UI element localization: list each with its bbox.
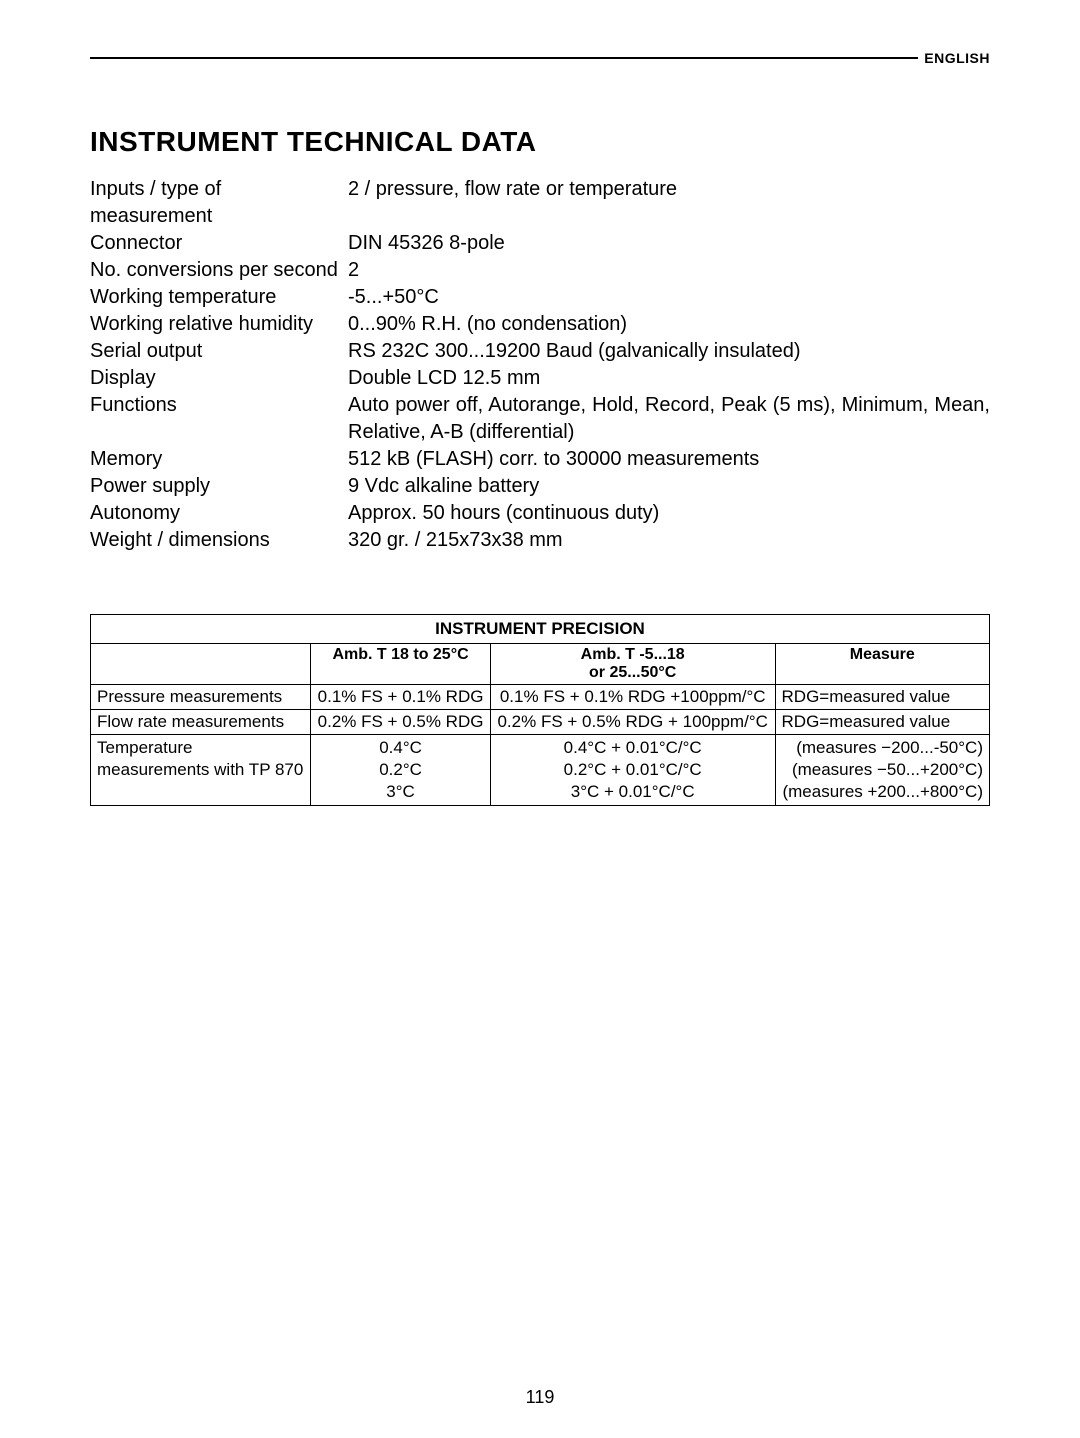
spec-value: 9 Vdc alkaline battery bbox=[348, 473, 990, 500]
table-cell: Temperature measurements with TP 870 bbox=[91, 735, 311, 806]
spec-row: Weight / dimensions 320 gr. / 215x73x38 … bbox=[90, 527, 990, 554]
spec-label: Power supply bbox=[90, 473, 348, 500]
cell-line: (measures −50...+200°C) bbox=[792, 760, 983, 779]
table-cell: 0.1% FS + 0.1% RDG bbox=[311, 685, 491, 710]
spec-label: Memory bbox=[90, 446, 348, 473]
spec-label: Serial output bbox=[90, 338, 348, 365]
spec-row: No. conversions per second 2 bbox=[90, 257, 990, 284]
table-title: INSTRUMENT PRECISION bbox=[91, 615, 990, 644]
cell-line: 3°C + 0.01°C/°C bbox=[571, 782, 695, 801]
spec-value: 2 bbox=[348, 257, 990, 284]
page-title: INSTRUMENT TECHNICAL DATA bbox=[90, 126, 990, 158]
cell-line: (measures −200...-50°C) bbox=[796, 738, 983, 757]
spec-row: Display Double LCD 12.5 mm bbox=[90, 365, 990, 392]
header-language: ENGLISH bbox=[924, 50, 990, 66]
spec-row: Working temperature -5...+50°C bbox=[90, 284, 990, 311]
cell-line: 3°C bbox=[386, 782, 415, 801]
precision-table: INSTRUMENT PRECISION Amb. T 18 to 25°C A… bbox=[90, 614, 990, 806]
cell-line: (measures +200...+800°C) bbox=[782, 782, 983, 801]
spec-value: 0...90% R.H. (no condensation) bbox=[348, 311, 990, 338]
table-row: Pressure measurements 0.1% FS + 0.1% RDG… bbox=[91, 685, 990, 710]
table-header: Amb. T -5...18 or 25...50°C bbox=[490, 644, 775, 685]
table-cell: 0.1% FS + 0.1% RDG +100ppm/°C bbox=[490, 685, 775, 710]
spec-row: Serial output RS 232C 300...19200 Baud (… bbox=[90, 338, 990, 365]
spec-label: Working relative humidity bbox=[90, 311, 348, 338]
table-cell: Pressure measurements bbox=[91, 685, 311, 710]
spec-row: Memory 512 kB (FLASH) corr. to 30000 mea… bbox=[90, 446, 990, 473]
table-row: Flow rate measurements 0.2% FS + 0.5% RD… bbox=[91, 710, 990, 735]
spec-label: Autonomy bbox=[90, 500, 348, 527]
spec-label: No. conversions per second bbox=[90, 257, 348, 284]
spec-list: Inputs / type of measurement 2 / pressur… bbox=[90, 176, 990, 554]
page-number: 119 bbox=[0, 1387, 1080, 1408]
spec-label: Functions bbox=[90, 392, 348, 446]
table-cell: (measures −200...-50°C) (measures −50...… bbox=[775, 735, 989, 806]
table-cell: 0.2% FS + 0.5% RDG bbox=[311, 710, 491, 735]
spec-row: Functions Auto power off, Autorange, Hol… bbox=[90, 392, 990, 446]
table-cell: RDG=measured value bbox=[775, 710, 989, 735]
cell-line: 0.4°C bbox=[379, 738, 422, 757]
spec-row: Power supply 9 Vdc alkaline battery bbox=[90, 473, 990, 500]
header-line: or 25...50°C bbox=[589, 664, 676, 681]
table-cell: 0.2% FS + 0.5% RDG + 100ppm/°C bbox=[490, 710, 775, 735]
spec-value: DIN 45326 8-pole bbox=[348, 230, 990, 257]
spec-row: Inputs / type of measurement 2 / pressur… bbox=[90, 176, 990, 230]
page: ENGLISH INSTRUMENT TECHNICAL DATA Inputs… bbox=[0, 0, 1080, 1438]
cell-line: 0.4°C + 0.01°C/°C bbox=[564, 738, 702, 757]
table-header-row: Amb. T 18 to 25°C Amb. T -5...18 or 25..… bbox=[91, 644, 990, 685]
spec-value: 2 / pressure, flow rate or temperature bbox=[348, 176, 990, 230]
spec-row: Working relative humidity 0...90% R.H. (… bbox=[90, 311, 990, 338]
cell-line: 0.2°C + 0.01°C/°C bbox=[564, 760, 702, 779]
spec-value: -5...+50°C bbox=[348, 284, 990, 311]
spec-label: Connector bbox=[90, 230, 348, 257]
spec-row: Connector DIN 45326 8-pole bbox=[90, 230, 990, 257]
spec-label: Working temperature bbox=[90, 284, 348, 311]
table-row: Temperature measurements with TP 870 0.4… bbox=[91, 735, 990, 806]
header-line: Amb. T -5...18 bbox=[581, 646, 685, 663]
cell-line: measurements with TP 870 bbox=[97, 760, 303, 779]
spec-label: Inputs / type of measurement bbox=[90, 176, 348, 230]
spec-label: Display bbox=[90, 365, 348, 392]
table-cell: Flow rate measurements bbox=[91, 710, 311, 735]
spec-value: Approx. 50 hours (continuous duty) bbox=[348, 500, 990, 527]
cell-line: 0.2°C bbox=[379, 760, 422, 779]
spec-value: 320 gr. / 215x73x38 mm bbox=[348, 527, 990, 554]
table-header: Measure bbox=[775, 644, 989, 685]
table-title-row: INSTRUMENT PRECISION bbox=[91, 615, 990, 644]
header-rule bbox=[90, 57, 918, 59]
spec-value: RS 232C 300...19200 Baud (galvanically i… bbox=[348, 338, 990, 365]
spec-value: Double LCD 12.5 mm bbox=[348, 365, 990, 392]
spec-value: Auto power off, Autorange, Hold, Record,… bbox=[348, 392, 990, 446]
table-cell: 0.4°C 0.2°C 3°C bbox=[311, 735, 491, 806]
table-header bbox=[91, 644, 311, 685]
spec-row: Autonomy Approx. 50 hours (continuous du… bbox=[90, 500, 990, 527]
table-cell: 0.4°C + 0.01°C/°C 0.2°C + 0.01°C/°C 3°C … bbox=[490, 735, 775, 806]
spec-label: Weight / dimensions bbox=[90, 527, 348, 554]
header-bar: ENGLISH bbox=[90, 50, 990, 66]
table-cell: RDG=measured value bbox=[775, 685, 989, 710]
spec-value: 512 kB (FLASH) corr. to 30000 measuremen… bbox=[348, 446, 990, 473]
cell-line: Temperature bbox=[97, 738, 192, 757]
table-header: Amb. T 18 to 25°C bbox=[311, 644, 491, 685]
